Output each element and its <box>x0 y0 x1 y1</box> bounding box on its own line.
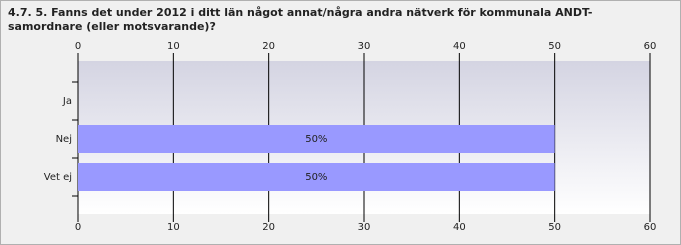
x-tick-label-top: 10 <box>167 41 180 52</box>
x-tick-label-bottom: 10 <box>167 222 180 233</box>
x-tick-label-top: 50 <box>548 41 561 52</box>
x-tick-label-bottom: 20 <box>262 222 275 233</box>
x-tick-label-bottom: 60 <box>644 222 657 233</box>
y-tick-label: Ja <box>62 96 72 107</box>
y-tick-label: Vet ej <box>44 172 72 183</box>
x-tick-label-bottom: 0 <box>75 222 81 233</box>
x-tick-label-bottom: 30 <box>358 222 371 233</box>
x-tick-label-bottom: 50 <box>548 222 561 233</box>
x-tick-label-top: 60 <box>644 41 657 52</box>
x-tick-label-top: 40 <box>453 41 466 52</box>
bar <box>78 163 555 191</box>
x-tick-label-top: 0 <box>75 41 81 52</box>
y-tick-label: Nej <box>56 134 72 145</box>
bar <box>78 125 555 153</box>
x-tick-label-bottom: 40 <box>453 222 466 233</box>
chart-title: 4.7. 5. Fanns det under 2012 i ditt län … <box>8 6 593 33</box>
data-label: 50% <box>305 172 327 183</box>
data-label: 50% <box>305 134 327 145</box>
x-tick-label-top: 30 <box>358 41 371 52</box>
x-tick-label-top: 20 <box>262 41 275 52</box>
